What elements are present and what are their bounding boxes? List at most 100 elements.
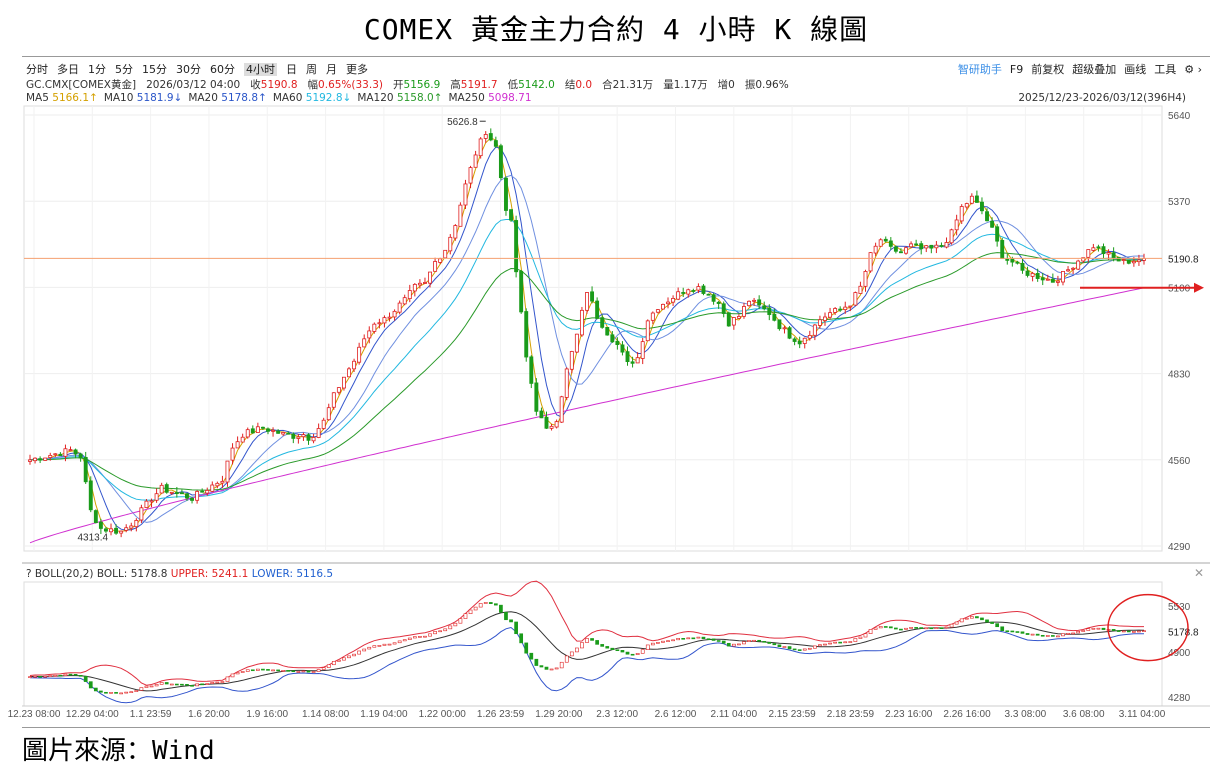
candle-body	[843, 306, 848, 311]
boll-candle	[813, 645, 817, 649]
boll-candle	[559, 661, 564, 669]
candle-body	[838, 308, 843, 311]
x-tick-label: 1.1 23:59	[130, 709, 172, 720]
boll-prefix: ? BOLL(20,2)	[26, 568, 94, 580]
boll-candle	[418, 636, 422, 638]
boll-candle	[731, 643, 736, 647]
candle-body	[159, 484, 164, 494]
candle-body	[944, 242, 949, 248]
candle-body	[53, 453, 58, 456]
candle-body	[210, 484, 215, 492]
toolbar-item-2[interactable]: 前复权	[1031, 63, 1065, 76]
candle-body	[453, 225, 458, 239]
boll-candle	[316, 669, 321, 672]
candle-body	[215, 482, 220, 487]
period-tab-6[interactable]: 60分	[210, 63, 235, 76]
toolbar-item-5[interactable]: 工具	[1154, 63, 1177, 76]
datetime: 2026/03/12 04:00	[146, 79, 241, 91]
boll-candle	[519, 633, 524, 644]
candle-body	[701, 285, 706, 294]
candle-body	[974, 195, 979, 203]
candle-body	[43, 457, 48, 461]
vol-label: 量	[663, 79, 674, 91]
candle-body	[1061, 271, 1065, 283]
x-tick-label: 1.19 04:00	[360, 709, 408, 720]
ma-legend-item: MA120 5158.0↑	[357, 92, 443, 104]
period-tab-1[interactable]: 多日	[57, 63, 79, 76]
candle-body	[311, 437, 316, 442]
close-indicator-button[interactable]: ✕	[1193, 566, 1204, 580]
candle-body	[726, 312, 731, 327]
candle-body	[559, 396, 564, 423]
boll-candle	[296, 671, 301, 673]
boll-upper-label: UPPER:	[170, 568, 209, 580]
toolbar-item-3[interactable]: 超级叠加	[1072, 63, 1117, 76]
candle-body	[909, 243, 914, 248]
boll-candle	[949, 623, 954, 628]
boll-candle	[711, 638, 716, 641]
boll-candle	[225, 676, 230, 682]
boll-candle	[402, 639, 407, 642]
period-tab-2[interactable]: 1分	[88, 63, 106, 76]
candle-body	[58, 453, 63, 456]
candle-body	[949, 229, 954, 244]
candle-body	[306, 434, 311, 441]
candle-body	[336, 387, 341, 393]
period-tab-4[interactable]: 15分	[142, 63, 167, 76]
candle-body	[245, 429, 250, 438]
boll-candle	[68, 673, 73, 676]
x-tick-label: 2.3 12:00	[596, 709, 638, 720]
toolbar-item-4[interactable]: 画线	[1124, 63, 1147, 76]
candle-body	[782, 327, 787, 330]
boll-candle	[569, 651, 574, 657]
candle-body	[757, 299, 762, 306]
candle-body	[752, 299, 757, 302]
candle-body	[428, 271, 432, 284]
boll-candle	[1025, 633, 1030, 635]
candle-body	[1136, 259, 1141, 263]
gear-icon[interactable]: ⚙ ›	[1184, 63, 1202, 76]
candle-body	[969, 195, 974, 204]
period-tab-0[interactable]: 分时	[26, 63, 48, 76]
period-tab-10[interactable]: 月	[326, 63, 337, 76]
candle-body	[38, 458, 43, 461]
boll-candle	[904, 627, 908, 630]
boll-candle	[256, 668, 260, 671]
boll-candle	[1091, 627, 1096, 630]
boll-candle	[580, 642, 584, 649]
sub-y-tick-label: 4280	[1168, 693, 1191, 704]
boll-candle	[423, 635, 427, 638]
x-tick-label: 3.6 08:00	[1063, 709, 1105, 720]
candle-body	[357, 346, 362, 363]
period-tab-9[interactable]: 周	[306, 63, 317, 76]
candle-body	[296, 436, 301, 439]
boll-candle	[1045, 635, 1050, 637]
period-tab-11[interactable]: 更多	[346, 63, 368, 76]
boll-candle	[868, 629, 873, 634]
toolbar-item-0[interactable]: 智研助手	[957, 63, 1002, 76]
candle-body	[1131, 260, 1136, 264]
candle-body	[883, 238, 888, 242]
boll-candle	[488, 602, 493, 604]
boll-candle	[48, 675, 53, 677]
x-tick-label: 1.14 08:00	[302, 709, 350, 720]
candle-body	[590, 291, 595, 302]
symbol: GC.CMX[COMEX黄金]	[26, 79, 137, 91]
ma120-line	[29, 252, 1145, 491]
x-tick-label: 2.11 04:00	[711, 709, 758, 720]
toolbar-item-1[interactable]: F9	[1009, 63, 1024, 76]
candle-body	[382, 317, 387, 324]
boll-candle	[286, 670, 291, 672]
period-tab-3[interactable]: 5分	[115, 63, 133, 76]
boll-candle	[549, 668, 554, 671]
x-tick-label: 1.6 20:00	[188, 709, 230, 720]
period-tab-5[interactable]: 30分	[176, 63, 201, 76]
period-tab-8[interactable]: 日	[286, 63, 297, 76]
boll-candle	[823, 643, 827, 646]
boll-candle	[1040, 634, 1045, 637]
candle-body	[326, 407, 331, 421]
candle-body	[731, 317, 736, 326]
boll-candle	[944, 626, 949, 629]
candle-body	[240, 436, 245, 443]
period-tab-7[interactable]: 4小时	[244, 63, 277, 76]
